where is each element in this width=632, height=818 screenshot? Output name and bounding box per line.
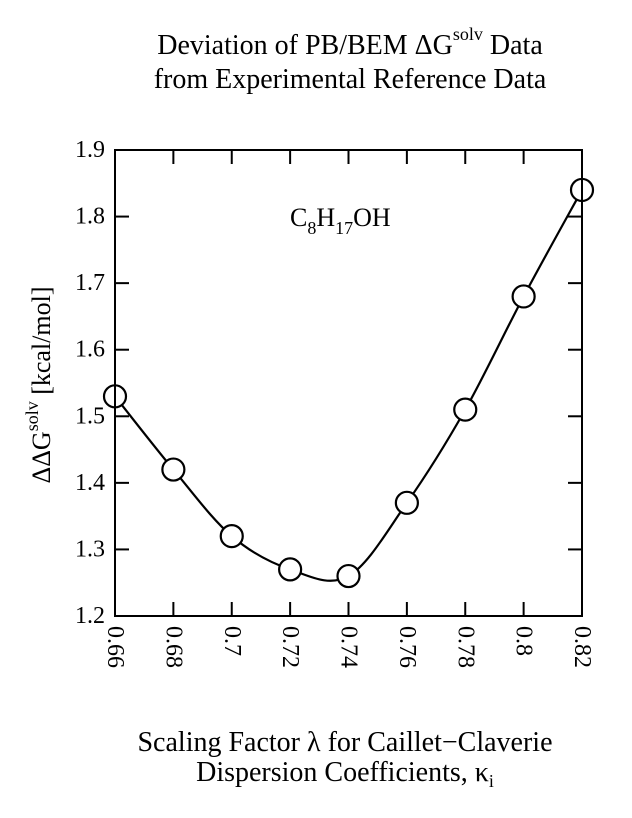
y-tick-label: 1.5 xyxy=(75,403,105,429)
title-line-1: Deviation of PB/BEM ΔGsolv Data xyxy=(157,24,543,61)
compound-annotation: C8H17OH xyxy=(290,203,391,238)
data-point xyxy=(394,490,419,515)
x-tick-label: 0.76 xyxy=(394,626,420,668)
y-tick-label: 1.3 xyxy=(75,536,105,562)
y-tick-label: 1.8 xyxy=(75,204,105,230)
x-tick-label: 0.7 xyxy=(219,626,245,656)
y-tick-label: 1.6 xyxy=(75,337,105,363)
x-tick-label: 0.66 xyxy=(102,626,128,668)
plot-frame xyxy=(114,149,583,617)
title-line-2: from Experimental Reference Data xyxy=(153,64,547,95)
data-point xyxy=(161,457,186,482)
x-axis-label-line-1: Scaling Factor λ for Caillet−Claverie xyxy=(137,727,553,758)
x-axis-label-line-2: Dispersion Coefficients, κi xyxy=(196,757,494,792)
chart-title: Deviation of PB/BEM ΔGsolv Data from Exp… xyxy=(0,24,632,96)
x-tick-labels: 0.66 0.68 0.7 0.72 0.74 0.76 0.78 0.8 0.82 xyxy=(102,626,595,668)
data-point xyxy=(511,284,536,309)
x-tick-label: 0.68 xyxy=(160,626,186,668)
x-tick-label: 0.78 xyxy=(452,626,478,668)
y-tick-label: 1.9 xyxy=(75,137,105,163)
x-tick-label: 0.82 xyxy=(569,626,595,668)
x-tick-label: 0.72 xyxy=(277,626,303,668)
y-tick-label: 1.2 xyxy=(75,603,105,629)
x-axis-label: Scaling Factor λ for Caillet−Claverie Di… xyxy=(0,727,632,792)
y-tick-labels: 1.2 1.3 1.4 1.5 1.6 1.7 1.8 1.9 xyxy=(75,137,105,629)
data-point xyxy=(278,557,303,582)
data-point xyxy=(219,524,244,549)
data-point xyxy=(336,563,361,589)
y-tick-label: 1.7 xyxy=(75,270,105,296)
y-axis-label: ΔΔGsolv [kcal/mol] xyxy=(22,286,56,483)
series-line xyxy=(114,189,583,582)
data-markers xyxy=(102,177,595,589)
x-tick-label: 0.8 xyxy=(511,626,537,656)
data-point xyxy=(453,397,478,422)
y-tick-label: 1.4 xyxy=(75,470,105,496)
x-tick-label: 0.74 xyxy=(336,626,362,668)
